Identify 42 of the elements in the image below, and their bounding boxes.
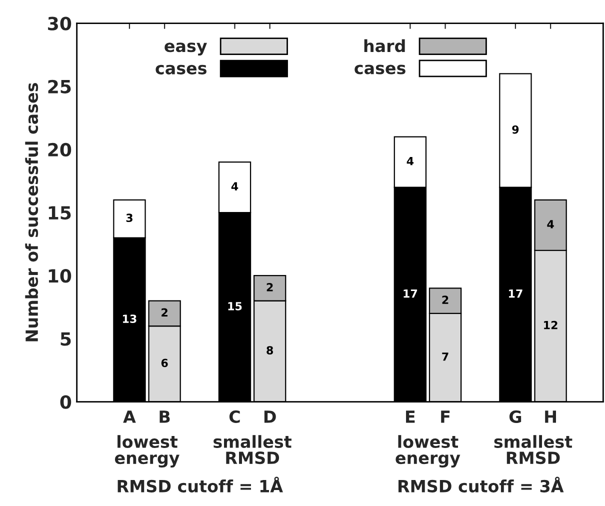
text: lowest energy: [114, 435, 180, 468]
x-tick-label: F: [441, 410, 450, 423]
text: RMSD cutoff = 3Å: [398, 476, 564, 492]
x-tick-label: D: [264, 410, 276, 423]
x-tick-label: B: [160, 410, 170, 423]
x-tick-label: C: [229, 410, 240, 423]
data-label: 6: [161, 358, 168, 368]
data-label: 17: [404, 289, 418, 298]
legend-label: cases: [354, 64, 406, 74]
text: RMSD cutoff = 1Å: [118, 476, 283, 492]
x-tick-label: E: [406, 410, 415, 423]
text: smallest RMSD: [494, 435, 572, 464]
y-tick-label: 15: [48, 206, 71, 220]
data-label: 17: [508, 289, 522, 298]
data-label: 4: [231, 182, 238, 190]
data-label: 4: [406, 157, 414, 166]
text: lowest energy: [396, 435, 460, 468]
data-label: 8: [266, 346, 274, 355]
data-label: 15: [228, 302, 242, 310]
legend-label: easy: [164, 42, 207, 56]
data-label: 3: [126, 214, 132, 222]
y-tick-label: 25: [48, 80, 71, 94]
x-tick-label: A: [123, 410, 136, 423]
data-label: 2: [266, 283, 273, 292]
y-tick-label: 30: [48, 16, 72, 30]
data-label: 12: [544, 320, 558, 330]
y-tick-label: 20: [48, 142, 72, 157]
data-label: 2: [162, 308, 168, 317]
y-axis-title: Number of successful cases: [25, 83, 38, 342]
text: smallest RMSD: [214, 435, 292, 464]
data-label: 9: [512, 125, 519, 134]
x-tick-label: H: [545, 410, 556, 423]
data-label: 2: [442, 296, 448, 304]
y-tick-label: 10: [48, 269, 72, 283]
y-tick-label: 5: [60, 332, 71, 346]
x-tick-label: G: [509, 410, 522, 423]
y-tick-label: 0: [60, 395, 72, 409]
legend-label: hard: [364, 39, 405, 52]
data-label: 13: [122, 314, 136, 323]
legend-label: cases: [156, 64, 206, 74]
data-label: 7: [442, 352, 448, 361]
data-label: 4: [547, 220, 554, 228]
